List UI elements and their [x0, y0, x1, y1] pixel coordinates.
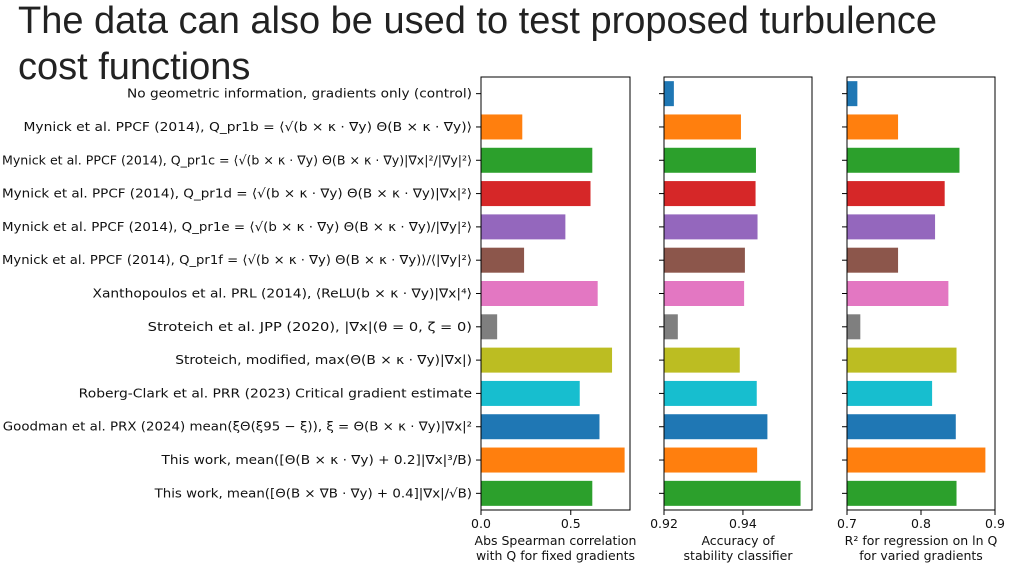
bar-panel3 — [847, 480, 957, 506]
category-label: Mynick et al. PPCF (2014), Q_pr1e = ⟨√(b… — [2, 219, 472, 234]
bar-panel3 — [847, 181, 945, 207]
bar-panel3 — [847, 347, 957, 373]
category-label: Mynick et al. PPCF (2014), Q_pr1f = ⟨√(b… — [2, 252, 472, 267]
category-label: Mynick et al. PPCF (2014), Q_pr1d = ⟨√(b… — [2, 186, 472, 201]
slide-title: The data can also be used to test propos… — [18, 0, 937, 90]
category-label: Stroteich et al. JPP (2020), |∇x|(θ = 0,… — [148, 319, 472, 334]
bar-panel1 — [481, 480, 593, 506]
bar-panel2 — [664, 281, 745, 306]
x-axis-label: with Q for fixed gradients — [476, 548, 635, 563]
panel-frame — [480, 76, 631, 511]
category-label: Goodman et al. PRX (2024) mean(ξΘ(ξ95 − … — [3, 419, 472, 434]
bar-panel2 — [664, 147, 756, 173]
panel-frame — [663, 76, 813, 511]
bar-panel3 — [847, 281, 949, 306]
slide-title-line1: The data can also be used to test propos… — [18, 0, 937, 42]
bar-panel1 — [481, 347, 613, 373]
x-tick-label: 0.0 — [471, 516, 491, 531]
category-label: This work, mean([Θ(B × κ · ∇y) + 0.2]|∇x… — [160, 452, 472, 467]
x-tick-label: 0.7 — [837, 516, 857, 531]
bar-panel2 — [664, 347, 740, 373]
bar-panel1 — [481, 281, 598, 306]
bar-panel1 — [481, 114, 523, 140]
bar-panel1 — [481, 447, 625, 473]
bar-panel2 — [664, 314, 678, 340]
bar-panel2 — [664, 181, 756, 207]
bar-panel2 — [664, 114, 741, 140]
category-label: No geometric information, gradients only… — [127, 86, 472, 101]
bar-panel3 — [847, 114, 899, 140]
x-tick-label: 0.94 — [729, 516, 757, 531]
x-axis-label: for varied gradients — [859, 548, 983, 563]
bar-panel2 — [664, 247, 745, 273]
bar-panel1 — [481, 314, 498, 340]
x-axis-label: stability classifier — [684, 548, 794, 563]
bar-panel1 — [481, 181, 591, 207]
bar-panel3 — [847, 81, 858, 107]
x-tick-label: 0.8 — [911, 516, 931, 531]
bar-panel2 — [664, 480, 801, 506]
bar-panel3 — [847, 414, 956, 440]
bar-panel3 — [847, 314, 861, 340]
category-label: This work, mean([Θ(B × ∇B · ∇y) + 0.4]|∇… — [154, 485, 472, 500]
x-tick-label: 0.92 — [650, 516, 678, 531]
bar-panel2 — [664, 214, 758, 240]
x-tick-label: 0.5 — [561, 516, 581, 531]
bar-panel3 — [847, 147, 960, 173]
x-axis-label: Abs Spearman correlation — [475, 533, 637, 548]
category-label: Mynick et al. PPCF (2014), Q_pr1c = ⟨√(b… — [2, 152, 472, 167]
bar-panel2 — [664, 380, 757, 406]
bar-panel1 — [481, 247, 525, 273]
slide-title-line2: cost functions — [18, 46, 251, 88]
bar-panel2 — [664, 447, 758, 473]
bar-panel3 — [847, 247, 899, 273]
x-tick-label: 0.9 — [985, 516, 1005, 531]
category-label: Roberg-Clark et al. PRR (2023) Critical … — [79, 385, 473, 400]
category-label: Stroteich, modified, max(Θ(B × κ · ∇y)|∇… — [175, 352, 472, 367]
bar-panel1 — [481, 380, 580, 406]
bar-panel1 — [481, 414, 600, 440]
category-label: Mynick et al. PPCF (2014), Q_pr1b = ⟨√(b… — [24, 119, 472, 134]
x-axis-label: Accuracy of — [701, 533, 775, 548]
bar-panel1 — [481, 214, 566, 240]
x-axis-label: R² for regression on ln Q — [845, 533, 998, 548]
bar-panel3 — [847, 214, 936, 240]
bar-panel1 — [481, 147, 593, 173]
bar-panel3 — [847, 447, 986, 473]
bar-panel2 — [664, 414, 768, 440]
category-label: Xanthopoulos et al. PRL (2014), ⟨ReLU(b … — [93, 286, 473, 301]
bar-panel2 — [664, 81, 674, 107]
bar-panel3 — [847, 380, 933, 406]
